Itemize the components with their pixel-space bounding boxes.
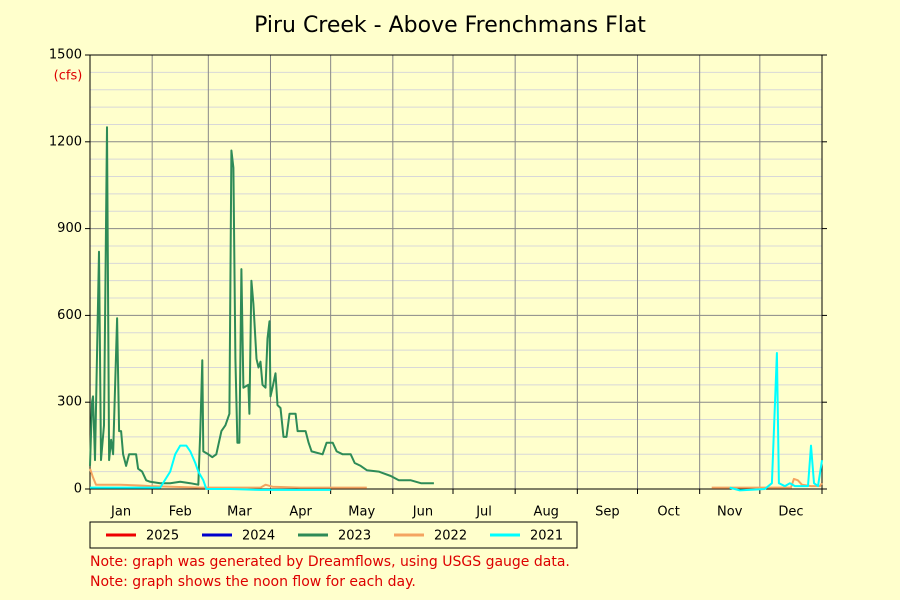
y-tick-label: 600 <box>57 308 82 323</box>
legend-label: 2024 <box>242 529 275 544</box>
y-tick-label: 300 <box>57 395 82 410</box>
y-tick-label: 1500 <box>49 48 82 63</box>
x-tick-label: Feb <box>169 505 192 520</box>
legend-label: 2022 <box>434 529 467 544</box>
y-unit: (cfs) <box>54 69 83 84</box>
x-tick-label: Jul <box>475 505 492 520</box>
plot-frame <box>89 54 823 490</box>
x-tick-label: Mar <box>227 505 252 520</box>
x-tick-label: Apr <box>289 505 312 520</box>
x-tick-label: Nov <box>717 505 743 520</box>
x-tick-label: Dec <box>778 505 803 520</box>
note: Note: graph shows the noon flow for each… <box>90 574 416 590</box>
chart-title: Piru Creek - Above Frenchmans Flat <box>254 13 646 38</box>
x-tick-label: Oct <box>657 505 679 520</box>
note: Note: graph was generated by Dreamflows,… <box>90 554 570 570</box>
legend-label: 2025 <box>146 529 179 544</box>
y-tick-label: 900 <box>57 221 82 236</box>
y-tick-label: 0 <box>74 482 82 497</box>
legend-label: 2023 <box>338 529 371 544</box>
y-tick-label: 1200 <box>49 134 82 149</box>
x-tick-label: Jan <box>110 505 131 520</box>
series-line <box>90 352 823 492</box>
legend-label: 2021 <box>530 529 563 544</box>
series-line <box>89 126 434 486</box>
x-tick-label: Sep <box>595 505 620 520</box>
x-tick-label: May <box>348 505 375 520</box>
x-tick-label: Aug <box>534 505 559 520</box>
x-tick-label: Jun <box>412 505 433 520</box>
